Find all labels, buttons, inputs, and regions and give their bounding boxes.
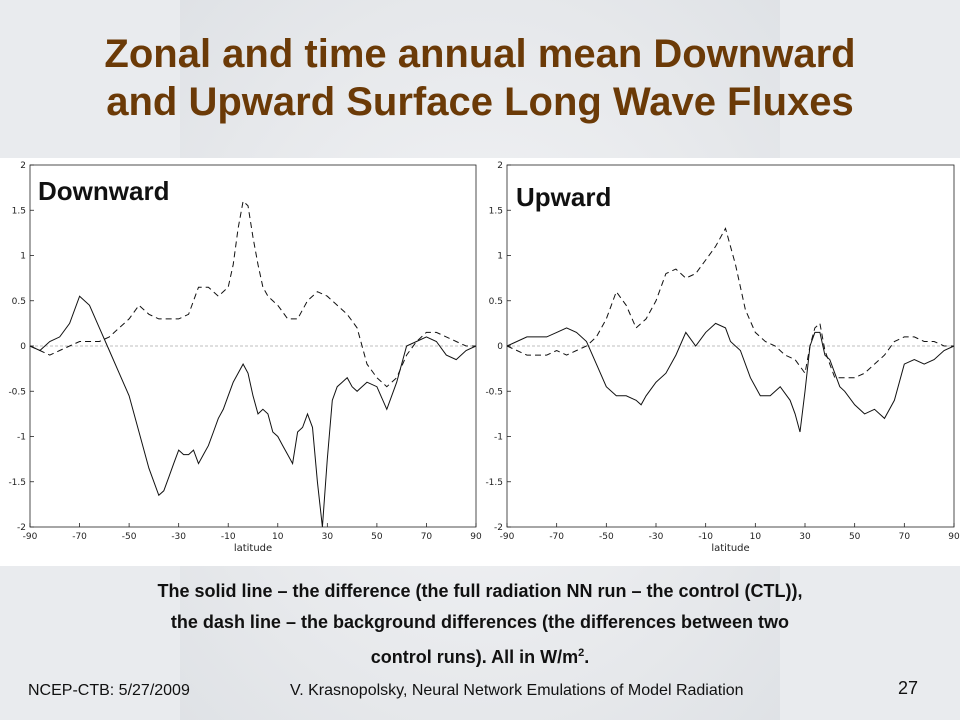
slide-title: Zonal and time annual mean Downward and … [0, 30, 960, 126]
x-tick-label: 50 [371, 532, 383, 542]
y-tick-label: -0.5 [8, 387, 26, 397]
x-tick-label: 70 [421, 532, 433, 542]
footer-date: NCEP-CTB: 5/27/2009 [28, 682, 190, 699]
x-tick-label: 90 [470, 532, 482, 542]
downward-chart: 2 1.5 1 0.5 0 -0.5 -1 -1.5 -2-90 -70 -50 -30 -10 10 30… [8, 161, 482, 554]
x-axis-label: latitude [234, 543, 272, 554]
title-line-1: Zonal and time annual mean Downward [104, 32, 856, 76]
x-tick-label: -10 [698, 532, 713, 542]
page-number: 27 [898, 678, 919, 698]
x-tick-label: -70 [72, 532, 87, 542]
x-tick-label: -30 [649, 532, 664, 542]
caption-line-3-text: control runs). All in W/m [370, 647, 579, 667]
y-tick-label: 2 [20, 161, 26, 171]
dashed-series-line [29, 200, 476, 388]
y-tick-label: 1.5 [12, 206, 26, 216]
solid-series-line [29, 295, 477, 528]
y-tick-label: 0.5 [489, 297, 503, 307]
y-tick-label: -0.5 [485, 387, 503, 397]
downward-chart-panel: 2 1.5 1 0.5 0 -0.5 -1 -1.5 -2 -90 -70 -50 -30 -10 10 30… [0, 158, 484, 566]
upward-panel-label: Upward [516, 182, 612, 212]
downward-panel-label: Downward [38, 176, 170, 206]
x-tick-label: -90 [500, 532, 515, 542]
y-tick-label: -1 [17, 433, 26, 443]
caption-line-2: the dash line – the background differenc… [170, 612, 790, 632]
x-tick-label: 10 [750, 532, 762, 542]
y-tick-label: 0.5 [12, 297, 26, 307]
y-tick-label: 1 [20, 252, 26, 262]
y-tick-label: -1 [494, 433, 503, 443]
solid-series-line [506, 322, 955, 433]
caption-line-1: The solid line – the difference (the ful… [157, 581, 803, 601]
y-tick-label: 0 [20, 342, 26, 352]
x-tick-label: 30 [322, 532, 334, 542]
upward-chart-panel: 2 1.5 1 0.5 0 -0.5 -1 -1.5 -2 -90 -70 -50 -30 -10 10 30… [484, 158, 960, 566]
dashed-series-line [506, 227, 954, 379]
y-tick-label: 2 [497, 161, 503, 171]
caption-superscript: 2 [578, 647, 585, 659]
title-line-2: and Upward Surface Long Wave Fluxes [106, 80, 854, 124]
x-tick-label: 90 [948, 532, 960, 542]
figure-caption: The solid line – the difference (the ful… [40, 576, 920, 673]
x-tick-label: -70 [549, 532, 564, 542]
y-tick-label: -2 [494, 523, 503, 533]
y-tick-label: -1.5 [8, 478, 26, 488]
x-tick-label: 10 [272, 532, 284, 542]
upward-chart: 2 1.5 1 0.5 0 -0.5 -1 -1.5 -2-90 -70 -50 -30 -10 10 30… [485, 161, 960, 554]
y-tick-label: -2 [17, 523, 26, 533]
x-tick-label: -10 [221, 532, 236, 542]
x-tick-label: 70 [899, 532, 911, 542]
x-tick-label: 30 [799, 532, 811, 542]
y-tick-label: 1.5 [489, 206, 503, 216]
x-tick-label: -30 [171, 532, 186, 542]
x-tick-label: -50 [599, 532, 614, 542]
y-tick-label: 0 [497, 342, 503, 352]
x-tick-label: 50 [849, 532, 861, 542]
footer-author: V. Krasnopolsky, Neural Network Emulatio… [290, 682, 744, 699]
x-axis-label: latitude [711, 543, 749, 554]
y-tick-label: 1 [497, 252, 503, 262]
y-tick-label: -1.5 [485, 478, 503, 488]
x-tick-label: -90 [23, 532, 38, 542]
caption-line-3-end: . [584, 647, 590, 667]
x-tick-label: -50 [122, 532, 137, 542]
caption-line-3: control runs). All in W/m2. [40, 638, 920, 673]
